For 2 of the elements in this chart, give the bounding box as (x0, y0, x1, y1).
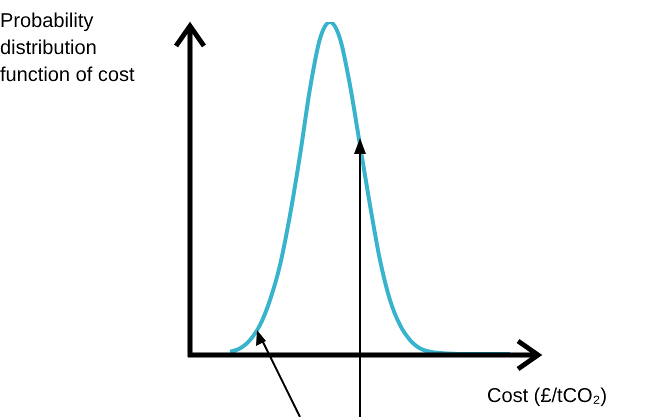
x-axis-title: Cost (£/tCO₂) (487, 385, 607, 408)
y-axis-title: Probability distribution function of cost (0, 9, 136, 88)
